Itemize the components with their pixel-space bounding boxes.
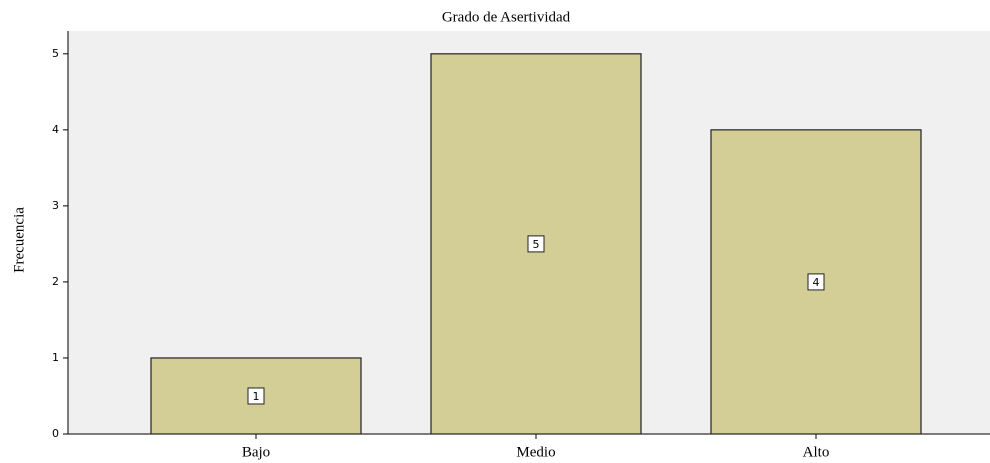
x-tick-label: Bajo [242, 444, 270, 460]
x-tick-label: Medio [516, 444, 555, 460]
y-tick-label: 2 [52, 275, 59, 288]
x-tick-label: Alto [803, 444, 830, 460]
data-label: 1 [253, 390, 260, 403]
data-label-box [527, 235, 545, 253]
data-label-box [247, 387, 265, 405]
chart-title: Grado de Asertividad [442, 9, 571, 25]
y-tick-label: 0 [52, 427, 59, 440]
y-tick-label: 5 [52, 47, 59, 60]
data-label: 5 [533, 238, 540, 251]
data-label: 4 [813, 276, 820, 289]
y-tick-label: 1 [52, 351, 59, 364]
y-axis-label: Frecuencia [11, 207, 27, 273]
data-label-box [807, 273, 825, 291]
y-tick-label: 4 [52, 123, 59, 136]
y-tick-label: 3 [52, 199, 59, 212]
